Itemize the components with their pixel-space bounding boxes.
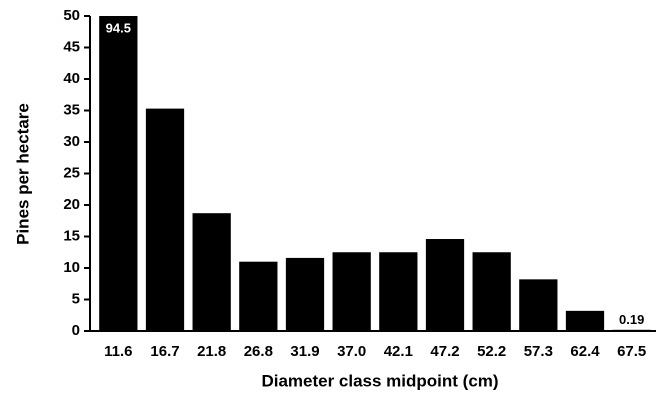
x-tick-label: 11.6 [104,343,132,360]
y-tick-label: 45 [63,38,80,55]
x-axis-label: Diameter class midpoint (cm) [261,371,498,390]
bar [285,257,325,331]
y-tick-label: 10 [63,259,80,276]
x-tick-label: 16.7 [150,343,179,360]
x-tick-label: 52.2 [477,343,506,360]
bar [472,252,511,331]
x-tick-label: 57.3 [524,343,553,360]
x-tick-label: 26.8 [244,343,273,360]
y-tick-label: 0 [72,322,80,339]
y-tick-label: 25 [63,164,80,181]
x-tick-label: 42.1 [384,343,413,360]
y-tick-label: 20 [63,196,80,213]
bar [99,16,138,331]
y-tick-label: 15 [63,227,80,244]
x-tick-label: 62.4 [570,343,600,360]
bar [239,261,278,331]
y-tick-label: 5 [72,290,80,307]
x-tick-label: 21.8 [197,343,226,360]
x-tick-label: 37.0 [337,343,366,360]
bar [332,252,371,331]
y-tick-label: 50 [63,7,80,24]
y-axis-label: Pines per hectare [13,103,32,245]
x-tick-label: 47.2 [430,343,459,360]
bars [99,16,651,331]
bar [565,310,605,331]
bar [379,252,418,331]
bar [519,279,558,331]
y-tick-label: 40 [63,70,80,87]
bar [145,108,185,331]
y-tick-label: 30 [63,133,80,150]
bar [425,239,465,331]
x-tick-label: 31.9 [290,343,319,360]
x-tick-label: 67.5 [617,343,646,360]
y-tick-label: 35 [63,101,80,118]
value-label: 94.5 [106,20,131,35]
bar [192,213,231,331]
value-label: 0.19 [619,312,644,327]
